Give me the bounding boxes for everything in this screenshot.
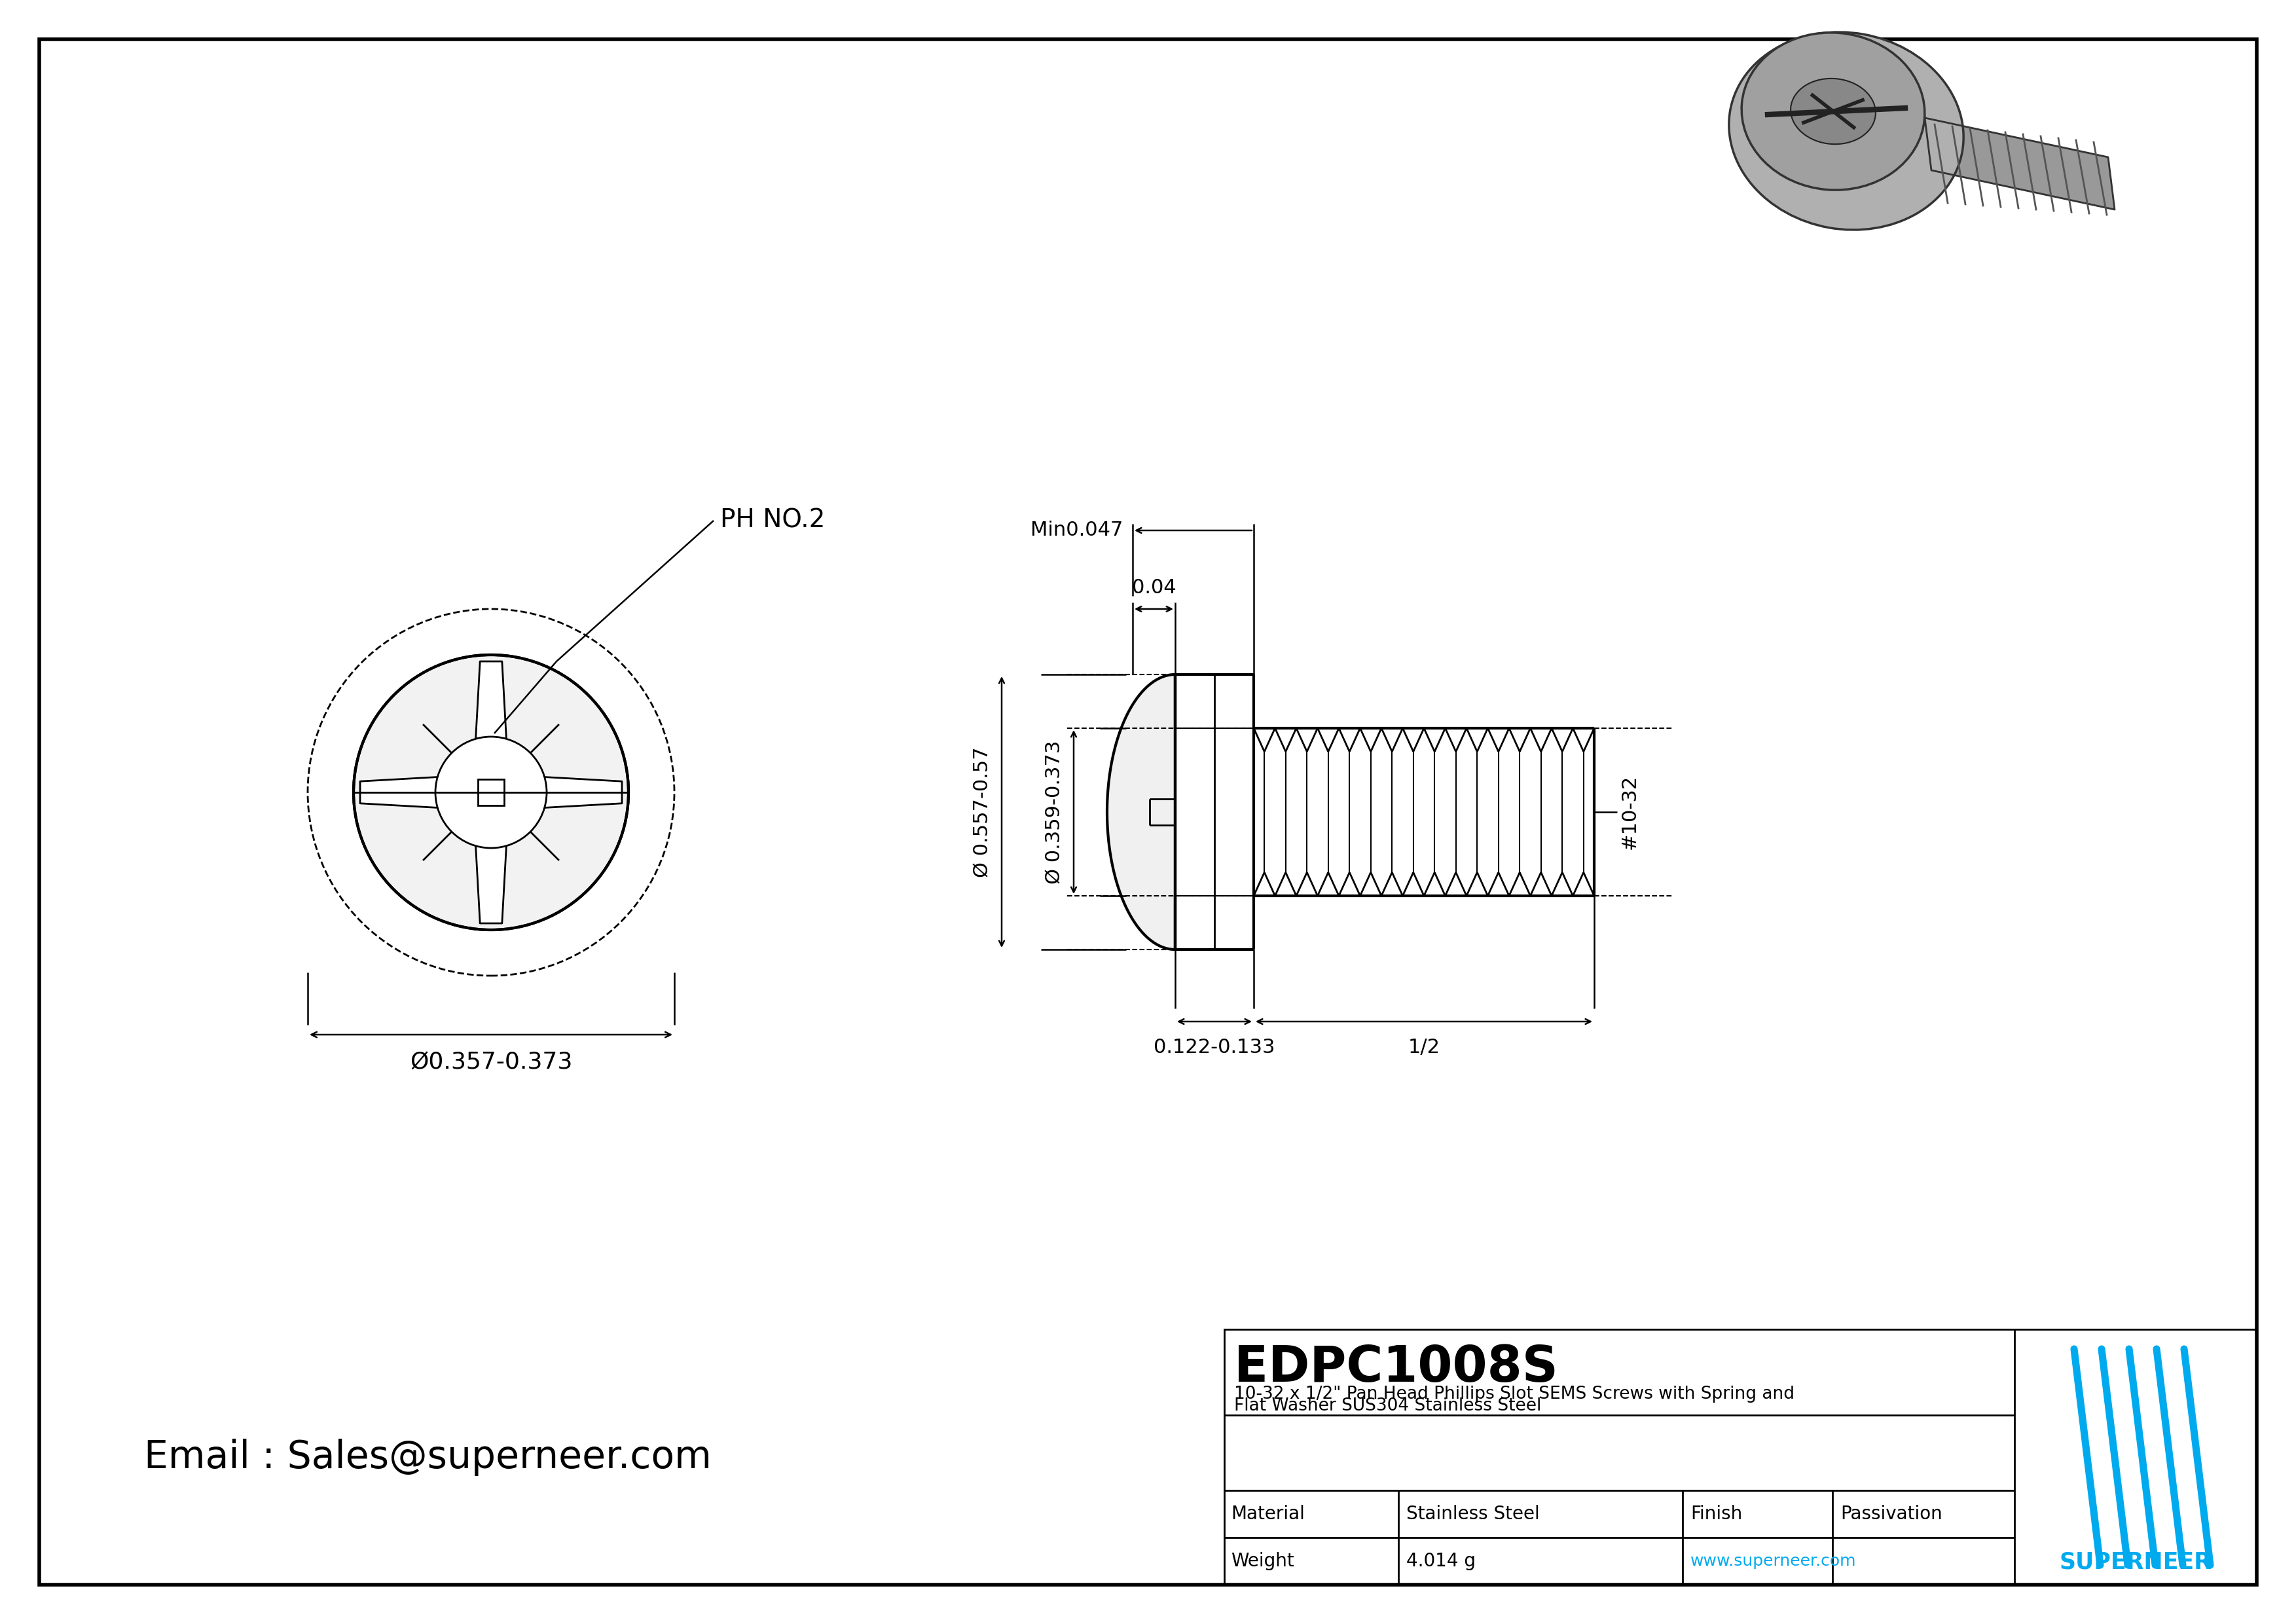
Text: Min0.047: Min0.047 <box>1031 521 1123 539</box>
Text: 4.014 g: 4.014 g <box>1405 1553 1476 1570</box>
Text: 0.122-0.133: 0.122-0.133 <box>1153 1038 1274 1057</box>
Bar <box>1224 1330 2257 1585</box>
Text: 0.04: 0.04 <box>1132 578 1176 598</box>
Polygon shape <box>473 661 510 793</box>
Text: Ø 0.359-0.373: Ø 0.359-0.373 <box>1045 741 1063 883</box>
Ellipse shape <box>1729 32 1963 231</box>
Bar <box>478 780 505 806</box>
Ellipse shape <box>1743 32 1924 190</box>
Text: 1/2: 1/2 <box>1407 1038 1440 1057</box>
Text: 10-32 x 1/2" Pan Head Phillips Slot SEMS Screws with Spring and: 10-32 x 1/2" Pan Head Phillips Slot SEMS… <box>1233 1385 1795 1403</box>
Polygon shape <box>473 793 510 924</box>
Ellipse shape <box>1791 78 1876 145</box>
Text: PH NO.2: PH NO.2 <box>721 508 824 533</box>
Text: #10-32: #10-32 <box>1621 775 1639 849</box>
Polygon shape <box>491 775 622 810</box>
Polygon shape <box>1924 119 2115 209</box>
Text: Flat Washer SUS304 Stainless Steel: Flat Washer SUS304 Stainless Steel <box>1233 1398 1541 1415</box>
Polygon shape <box>360 775 491 810</box>
Text: Ø0.357-0.373: Ø0.357-0.373 <box>409 1051 572 1073</box>
Text: Stainless Steel: Stainless Steel <box>1405 1505 1538 1523</box>
Text: Material: Material <box>1231 1505 1304 1523</box>
Text: SUPERNEER: SUPERNEER <box>2060 1551 2211 1574</box>
Circle shape <box>436 737 546 848</box>
Text: Email : Sales@superneer.com: Email : Sales@superneer.com <box>145 1439 712 1476</box>
Polygon shape <box>1107 674 1176 950</box>
Text: www.superneer.com: www.superneer.com <box>1690 1553 1857 1569</box>
Text: Ø 0.557-0.57: Ø 0.557-0.57 <box>974 747 992 877</box>
Text: EDPC1008S: EDPC1008S <box>1233 1343 1559 1392</box>
Text: Finish: Finish <box>1690 1505 1743 1523</box>
Text: Weight: Weight <box>1231 1553 1295 1570</box>
Circle shape <box>354 654 629 931</box>
Text: Passivation: Passivation <box>1841 1505 1942 1523</box>
